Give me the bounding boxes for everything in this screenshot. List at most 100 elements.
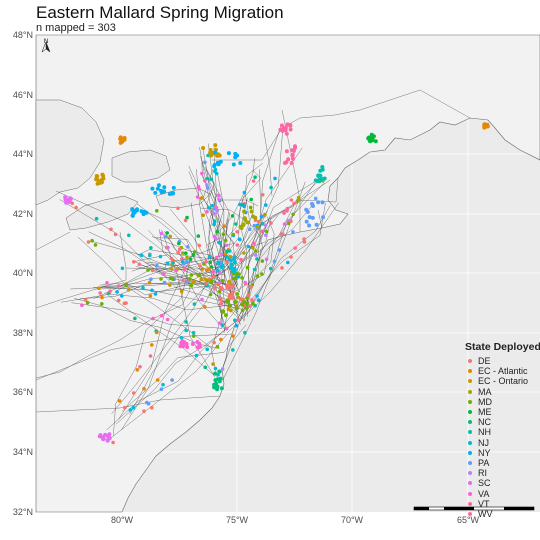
cluster-point xyxy=(321,215,325,220)
track-point xyxy=(213,366,218,371)
track-point xyxy=(179,336,184,340)
cluster-point xyxy=(248,284,253,289)
track-point xyxy=(219,301,224,306)
track-point xyxy=(200,297,204,302)
cluster-point xyxy=(184,341,189,346)
legend-swatch xyxy=(468,420,472,425)
cluster-point xyxy=(190,342,195,346)
lat-label: 44°N xyxy=(13,149,33,159)
track-point xyxy=(155,209,159,213)
cluster-point xyxy=(162,185,167,190)
track-point xyxy=(185,245,190,249)
track-point xyxy=(128,408,133,412)
track-point xyxy=(191,330,196,335)
track-point xyxy=(215,229,219,234)
cluster-point xyxy=(232,260,237,265)
track-point xyxy=(286,219,291,223)
track-line xyxy=(74,298,220,349)
track-line xyxy=(196,169,227,331)
track-point xyxy=(219,337,223,342)
track-point xyxy=(302,237,306,241)
track-line xyxy=(202,175,225,331)
track-point xyxy=(251,179,256,183)
track-point xyxy=(260,229,265,234)
legend-item: RI xyxy=(468,468,540,478)
track-line xyxy=(222,202,326,333)
track-point xyxy=(264,257,269,262)
track-point xyxy=(218,240,222,245)
track-point xyxy=(291,230,295,234)
cluster-point xyxy=(284,131,289,136)
track-point xyxy=(90,238,94,243)
track-point xyxy=(296,195,301,200)
legend-title: State Deployed xyxy=(465,341,540,353)
cluster-point xyxy=(234,306,239,311)
track-point xyxy=(189,273,194,277)
track-point xyxy=(204,260,208,264)
track-point xyxy=(126,288,131,292)
migration-points xyxy=(63,122,490,445)
cluster-point xyxy=(95,177,100,182)
legend-item: NC xyxy=(468,417,540,427)
track-point xyxy=(207,254,212,259)
track-point xyxy=(171,277,175,282)
track-point xyxy=(100,302,104,306)
track-point xyxy=(215,209,220,213)
legend-label: EC - Ontario xyxy=(478,376,529,387)
cluster-point xyxy=(201,146,206,150)
cluster-point xyxy=(238,161,243,165)
track-point xyxy=(155,263,159,268)
legend-swatch xyxy=(468,430,472,435)
cluster-point xyxy=(313,178,318,183)
cluster-point xyxy=(226,151,231,156)
lat-label: 46°N xyxy=(13,90,33,100)
track-point xyxy=(139,253,144,258)
track-point xyxy=(251,246,255,250)
lon-label: 70°W xyxy=(341,515,364,525)
track-point xyxy=(85,300,90,305)
track-point xyxy=(229,258,233,263)
track-point xyxy=(249,197,253,202)
cluster-point xyxy=(293,144,297,149)
track-point xyxy=(151,316,155,321)
track-point xyxy=(205,183,209,187)
track-point xyxy=(234,222,238,226)
lat-label: 42°N xyxy=(13,209,33,219)
track-point xyxy=(291,212,295,217)
track-point xyxy=(194,353,199,358)
track-point xyxy=(224,326,229,331)
track-line xyxy=(212,181,315,279)
cluster-point xyxy=(368,137,373,142)
track-point xyxy=(191,253,195,257)
legend-swatch xyxy=(468,501,472,506)
cluster-point xyxy=(221,309,226,314)
track-point xyxy=(232,255,236,260)
track-point xyxy=(150,405,154,410)
legend-swatch xyxy=(468,399,472,404)
cluster-point xyxy=(98,433,103,438)
cluster-point xyxy=(215,153,220,158)
north-arrow-icon: N xyxy=(40,37,52,56)
track-point xyxy=(247,304,252,308)
track-line xyxy=(224,169,262,265)
track-point xyxy=(239,257,243,262)
track-point xyxy=(115,290,119,294)
track-line xyxy=(202,168,239,288)
cluster-point xyxy=(212,164,217,169)
track-line xyxy=(71,302,223,329)
track-point xyxy=(313,196,318,201)
track-point xyxy=(217,289,222,294)
track-point xyxy=(234,323,239,328)
cluster-point xyxy=(185,345,190,350)
cluster-point xyxy=(485,124,490,129)
track-line xyxy=(238,126,282,293)
cluster-point xyxy=(231,267,235,272)
track-point xyxy=(237,272,241,277)
legend-item: MD xyxy=(468,397,540,407)
cluster-point xyxy=(318,173,323,178)
cluster-point xyxy=(241,223,246,227)
legend-swatch xyxy=(468,440,472,445)
track-point xyxy=(230,214,235,218)
track-point xyxy=(228,254,233,259)
track-point xyxy=(242,204,246,209)
